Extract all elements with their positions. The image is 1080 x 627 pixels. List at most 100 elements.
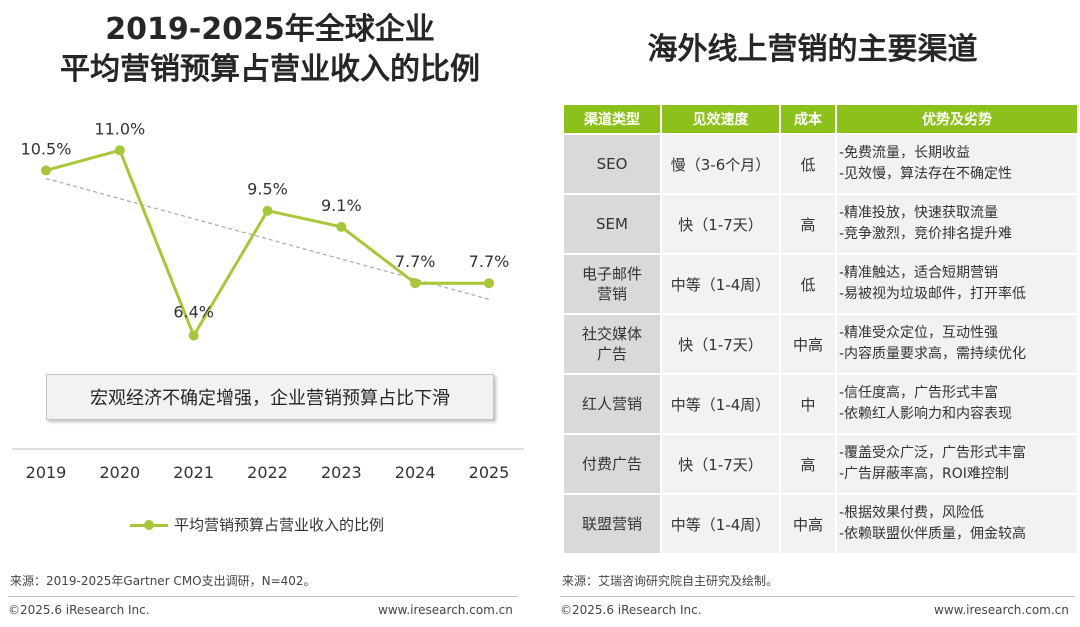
cell-pros-cons: -免费流量，长期收益 -见效慢，算法存在不确定性 <box>837 135 1077 193</box>
series-line <box>45 148 489 338</box>
data-point <box>41 165 51 176</box>
channel-type-text: 广告 <box>596 345 627 363</box>
cell-cost: 中高 <box>781 495 835 553</box>
header-cost: 成本 <box>781 105 835 133</box>
right-footer-copyright: ©2025.6 iResearch Inc. <box>560 603 702 617</box>
data-label: 9.1% <box>321 196 362 215</box>
pros-cons-text: -免费流量，长期收益 <box>839 145 971 161</box>
x-tick-label: 2019 <box>26 463 67 482</box>
cell-speed: 中等（1-4周） <box>662 495 779 553</box>
pros-cons-text: -依赖红人影响力和内容表现 <box>839 406 1013 422</box>
pros-cons-text: -竞争激烈，竞价排名提升难 <box>839 226 1013 242</box>
data-label: 7.7% <box>395 252 436 271</box>
cell-pros-cons: -根据效果付费，风险低 -依赖联盟伙伴质量，佣金较高 <box>837 495 1077 553</box>
chart-title: 2019-2025年全球企业 平均营销预算占营业收入的比例 <box>0 10 540 90</box>
data-label: 9.5% <box>247 180 288 199</box>
cell-channel-type: 红人营销 <box>564 375 660 433</box>
chart-note-box: 宏观经济不确定增强，企业营销预算占比下滑 <box>46 374 494 420</box>
chart-title-line2: 平均营销预算占营业收入的比例 <box>60 52 480 87</box>
cell-cost: 高 <box>781 195 835 253</box>
table-row: SEM 快（1-7天）高 -精准投放，快速获取流量 -竞争激烈，竞价排名提升难 <box>564 195 1077 253</box>
pros-cons-text: -易被视为垃圾邮件，打开率低 <box>839 286 1027 302</box>
pros-cons-text: -依赖联盟伙伴质量，佣金较高 <box>839 526 1027 542</box>
table-row: SEO 慢（3-6个月）低 -免费流量，长期收益 -见效慢，算法存在不确定性 <box>564 135 1077 193</box>
cell-speed: 快（1-7天） <box>662 315 779 373</box>
table-row: 红人营销 中等（1-4周）中 -信任度高，广告形式丰富 -依赖红人影响力和内容表现 <box>564 375 1077 433</box>
left-source-note: 来源：2019-2025年Gartner CMO支出调研，N=402。 <box>10 574 316 588</box>
cell-channel-type: 电子邮件 营销 <box>564 255 660 313</box>
table-header-row: 渠道类型 见效速度 成本 优势及劣势 <box>564 105 1077 133</box>
cell-cost: 中高 <box>781 315 835 373</box>
cell-pros-cons: -信任度高，广告形式丰富 -依赖红人影响力和内容表现 <box>837 375 1077 433</box>
data-point <box>410 278 421 289</box>
x-tick-label: 2024 <box>395 463 436 482</box>
cell-channel-type: SEO <box>564 135 660 193</box>
x-tick-label: 2023 <box>321 463 362 482</box>
pros-cons-text: -覆盖受众广泛，广告形式丰富 <box>839 445 1027 461</box>
table-title: 海外线上营销的主要渠道 <box>647 32 978 67</box>
pros-cons-text: -根据效果付费，风险低 <box>839 505 985 521</box>
channel-type-text: SEM <box>596 215 628 233</box>
cell-speed: 中等（1-4周） <box>662 255 779 313</box>
channel-type-text: 社交媒体 <box>581 325 642 343</box>
cell-speed: 快（1-7天） <box>662 435 779 493</box>
header-speed: 见效速度 <box>662 105 779 133</box>
line-chart: 2019 2020 2021 2022 2023 2024 2025 10.5% 11.0% 6.… <box>12 119 524 482</box>
x-tick-label: 2020 <box>99 463 140 482</box>
cell-pros-cons: -覆盖受众广泛，广告形式丰富 -广告屏蔽率高，ROI难控制 <box>837 435 1077 493</box>
left-footer-copyright: ©2025.6 iResearch Inc. <box>8 603 150 617</box>
x-tick-label: 2025 <box>469 463 510 482</box>
right-footer-divider <box>560 596 1075 597</box>
table-row: 社交媒体 广告 快（1-7天） 中高 -精准受众定位，互动性强 -内容质量要求高，需持续优… <box>564 315 1077 373</box>
cell-channel-type: 联盟营销 <box>564 495 660 553</box>
data-point <box>484 278 494 289</box>
pros-cons-text: -内容质量要求高，需持续优化 <box>839 346 1027 362</box>
cell-channel-type: SEM <box>564 195 660 253</box>
chart-legend: 平均营销预算占营业收入的比例 <box>130 514 384 535</box>
left-footer-url: www.iresearch.com.cn <box>378 603 513 617</box>
table-row: 付费广告 快（1-7天）高 -覆盖受众广泛，广告形式丰富 -广告屏蔽率高，ROI难控制 <box>564 435 1077 493</box>
cell-channel-type: 社交媒体 广告 <box>564 315 660 373</box>
data-label: 7.7% <box>469 252 510 271</box>
cell-pros-cons: -精准触达，适合短期营销 -易被视为垃圾邮件，打开率低 <box>837 255 1077 313</box>
x-tick-label: 2022 <box>247 463 288 482</box>
pros-cons-text: -见效慢，算法存在不确定性 <box>839 166 1013 182</box>
table-row: 联盟营销 中等（1-4周） 中高 -根据效果付费，风险低 -依赖联盟伙伴质量，佣金较高 <box>564 495 1077 553</box>
cell-pros-cons: -精准受众定位，互动性强 -内容质量要求高，需持续优化 <box>837 315 1077 373</box>
pros-cons-text: -精准受众定位，互动性强 <box>839 325 999 341</box>
channel-type-text: 联盟营销 <box>581 515 642 533</box>
cell-cost: 中 <box>781 375 835 433</box>
right-footer-url: www.iresearch.com.cn <box>934 603 1069 617</box>
chart-note-text: 宏观经济不确定增强，企业营销预算占比下滑 <box>90 388 450 409</box>
data-point <box>336 221 347 232</box>
table-row: 电子邮件 营销 中等（1-4周）低 -精准触达，适合短期营销 -易被视为垃圾邮件，打开率… <box>564 255 1077 313</box>
cell-cost: 高 <box>781 435 835 493</box>
pros-cons-text: -信任度高，广告形式丰富 <box>839 385 999 401</box>
pros-cons-text: -精准投放，快速获取流量 <box>839 205 999 221</box>
data-label: 10.5% <box>21 139 72 158</box>
pros-cons-text: -精准触达，适合短期营销 <box>839 265 999 281</box>
right-source-note: 来源：艾瑞咨询研究院自主研究及绘制。 <box>562 574 779 588</box>
cell-channel-type: 付费广告 <box>564 435 660 493</box>
data-label: 11.0% <box>94 119 145 138</box>
legend-line-marker <box>130 519 168 531</box>
left-footer-divider <box>8 596 518 597</box>
chart-title-line1: 2019-2025年全球企业 <box>105 12 435 47</box>
channel-type-text: 营销 <box>596 285 627 303</box>
data-point <box>188 330 199 341</box>
cell-speed: 中等（1-4周） <box>662 375 779 433</box>
data-label: 6.4% <box>173 303 214 322</box>
data-point <box>114 145 125 156</box>
channels-table: 渠道类型 见效速度 成本 优势及劣势 SEO 慢（3-6个月）低 -免费流量，长期收… <box>562 103 1079 555</box>
channel-type-text: 红人营销 <box>581 395 642 413</box>
cell-pros-cons: -精准投放，快速获取流量 -竞争激烈，竞价排名提升难 <box>837 195 1077 253</box>
cell-cost: 低 <box>781 135 835 193</box>
channel-type-text: 付费广告 <box>581 455 642 473</box>
channel-type-text: SEO <box>596 155 628 173</box>
cell-speed: 快（1-7天） <box>662 195 779 253</box>
data-point <box>262 205 273 216</box>
pros-cons-text: -广告屏蔽率高，ROI难控制 <box>839 466 1009 482</box>
header-channel-type: 渠道类型 <box>564 105 660 133</box>
cell-speed: 慢（3-6个月） <box>662 135 779 193</box>
channel-type-text: 电子邮件 <box>581 265 642 283</box>
